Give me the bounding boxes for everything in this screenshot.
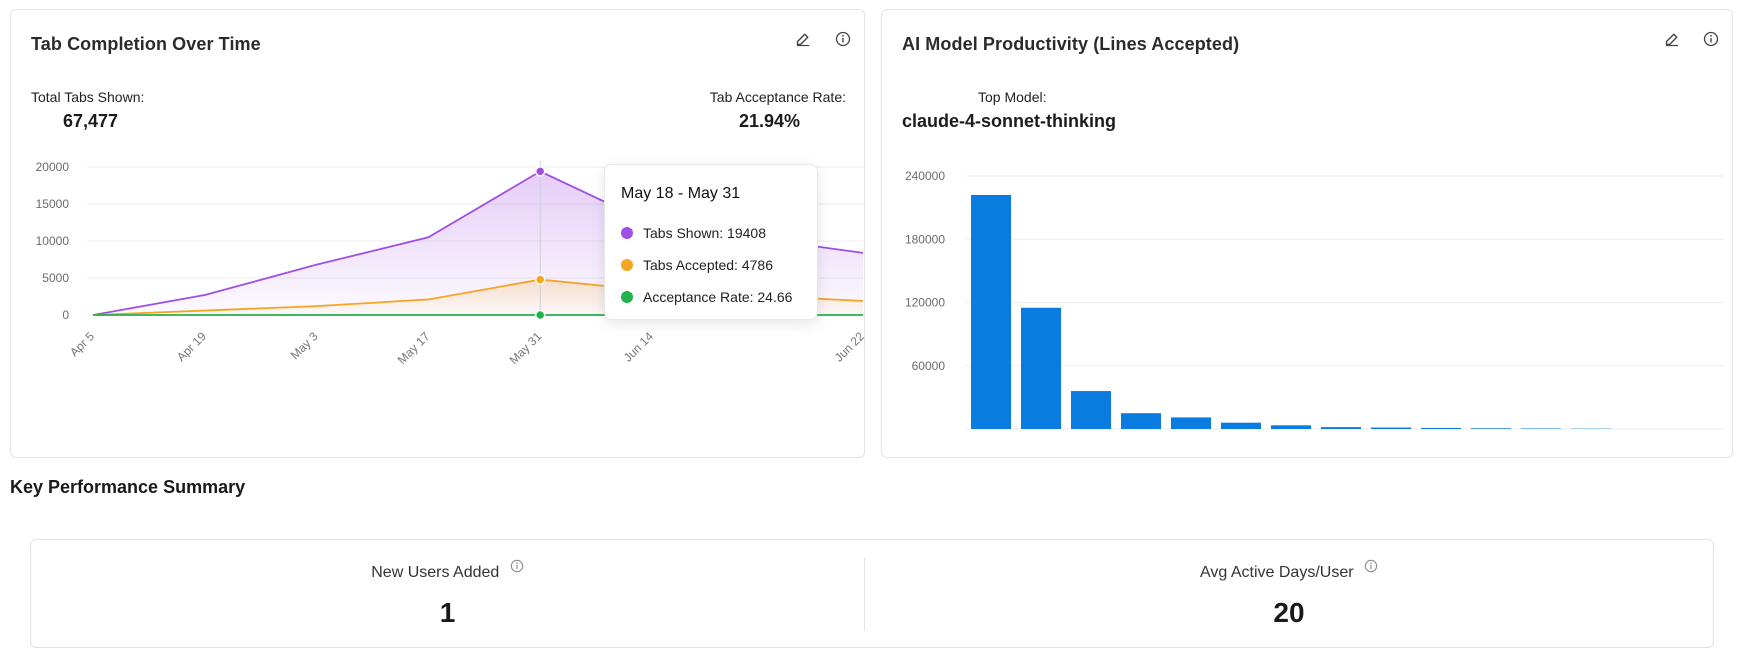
bar	[1021, 307, 1061, 429]
tooltip-row: Tabs Accepted: 4786	[621, 249, 801, 281]
x-tick-label: Jun 14	[621, 329, 657, 365]
kpi-avg-active-days: Avg Active Days/User 20	[865, 540, 1713, 647]
x-tick-label: May 3	[288, 329, 321, 362]
edit-icon[interactable]	[793, 29, 813, 49]
tooltip-row-label: Tabs Accepted: 4786	[643, 257, 773, 273]
bar	[1521, 428, 1561, 429]
x-tick-label: May 31	[507, 329, 545, 367]
section-title: Key Performance Summary	[10, 477, 246, 497]
x-tick-label: Apr 19	[174, 329, 209, 364]
kpi-label: New Users Added	[31, 559, 864, 582]
bar	[1321, 427, 1361, 429]
tooltip-row-label: Tabs Shown: 19408	[643, 225, 766, 241]
y-tick-label: 15000	[36, 197, 70, 211]
tooltip-row: Tabs Shown: 19408	[621, 217, 801, 249]
info-icon[interactable]	[1701, 29, 1721, 49]
y-tick-label: 180000	[905, 232, 945, 246]
kpi-summary-card: New Users Added 1 Avg Active Days/User 2…	[30, 539, 1714, 648]
y-tick-label: 5000	[42, 271, 69, 285]
bar	[1171, 417, 1211, 429]
ai-model-productivity-card: AI Model Productivity (Lines Accepted) T…	[881, 9, 1733, 458]
acceptance-rate-value: 21.94%	[739, 111, 801, 131]
data-point	[534, 166, 546, 177]
legend-dot	[621, 291, 633, 303]
legend-dot	[621, 227, 633, 239]
tab-completion-card: Tab Completion Over Time Total Tabs Show…	[10, 9, 866, 458]
kpi-label-text: Avg Active Days/User	[1200, 564, 1354, 581]
bar	[1071, 391, 1111, 429]
x-tick-label: Apr 5	[67, 329, 97, 359]
y-tick-label: 10000	[36, 234, 70, 248]
kpi-new-users: New Users Added 1	[31, 540, 864, 647]
card-title: Tab Completion Over Time	[31, 34, 261, 54]
bar	[1421, 427, 1461, 429]
x-tick-label: Jun 22	[832, 329, 866, 365]
top-model-label: Top Model:	[978, 89, 1047, 105]
edit-icon[interactable]	[1662, 29, 1682, 49]
info-icon[interactable]	[510, 559, 524, 578]
y-tick-label: 0	[62, 308, 69, 322]
bar	[971, 194, 1011, 429]
tooltip-row: Acceptance Rate: 24.66	[621, 281, 801, 313]
y-tick-label: 120000	[905, 296, 945, 310]
tooltip-title: May 18 - May 31	[621, 185, 741, 202]
data-point	[534, 309, 546, 321]
bar	[1121, 413, 1161, 429]
kpi-value: 20	[1273, 597, 1305, 628]
bar	[1371, 427, 1411, 429]
info-icon[interactable]	[1364, 559, 1378, 578]
info-icon[interactable]	[833, 29, 853, 49]
total-tabs-value: 67,477	[63, 111, 119, 131]
kpi-value: 1	[439, 597, 456, 628]
x-tick-label: May 17	[395, 329, 433, 367]
bar	[1221, 422, 1261, 429]
divider	[864, 557, 865, 631]
y-tick-label: 20000	[36, 160, 70, 174]
kpi-label-text: New Users Added	[371, 564, 500, 581]
data-point	[534, 274, 546, 285]
acceptance-rate-label: Tab Acceptance Rate:	[709, 89, 846, 105]
card-title: AI Model Productivity (Lines Accepted)	[902, 34, 1240, 54]
bar	[1471, 428, 1511, 429]
chart-tooltip: May 18 - May 31 Tabs Shown: 19408 Tabs A…	[604, 164, 818, 320]
legend-dot	[621, 259, 633, 271]
y-tick-label: 60000	[912, 359, 946, 373]
top-model-value: claude-4-sonnet-thinking	[902, 111, 1117, 131]
y-tick-label: 240000	[905, 169, 945, 183]
kpi-label: Avg Active Days/User	[865, 559, 1713, 582]
total-tabs-label: Total Tabs Shown:	[31, 89, 145, 105]
ai-model-bar-chart: 240000 180000 120000 60000	[905, 169, 1724, 430]
tooltip-row-label: Acceptance Rate: 24.66	[643, 289, 793, 305]
bar	[1271, 425, 1311, 429]
